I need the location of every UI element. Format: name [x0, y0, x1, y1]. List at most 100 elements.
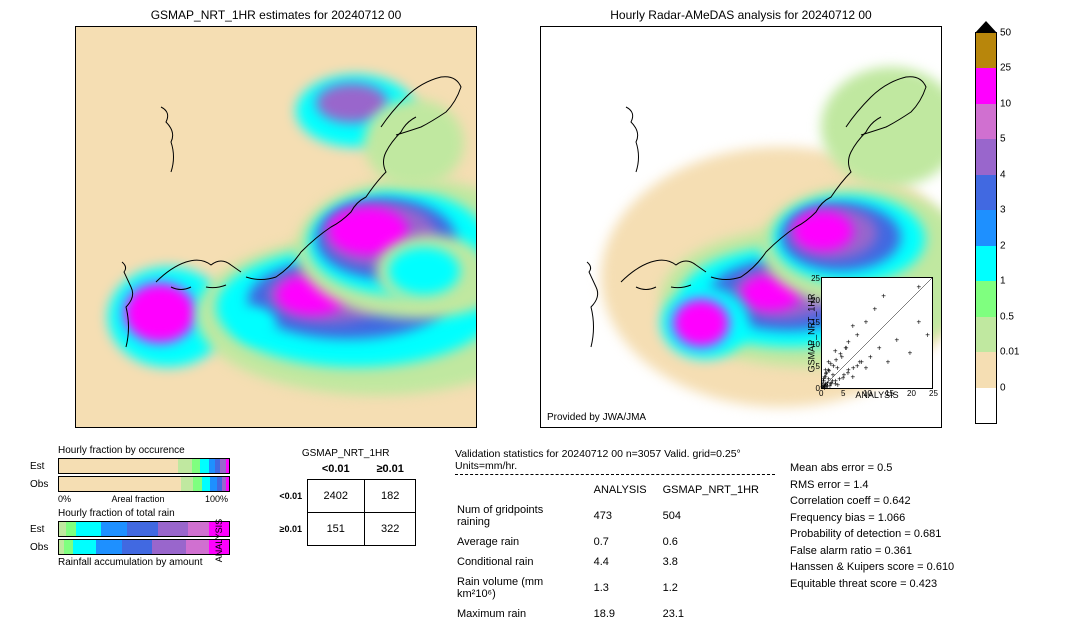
scatter-point: +	[864, 318, 869, 327]
scatter-point: +	[881, 291, 886, 300]
fraction-segment	[96, 540, 122, 554]
scatter-point: +	[846, 369, 851, 378]
fraction-segment	[192, 459, 201, 473]
fraction-segment	[73, 540, 97, 554]
colorbar-segment	[976, 352, 996, 387]
stats-v1: 473	[594, 501, 661, 531]
metrics-panel: Mean abs error = 0.5RMS error = 1.4Corre…	[790, 460, 954, 592]
lon-tick-label: 130°E	[661, 427, 688, 428]
lon-tick-label: 135°E	[262, 427, 289, 428]
occ-obs-row: Obs	[30, 476, 230, 492]
colorbar-segment	[976, 317, 996, 352]
left-map-title: GSMAP_NRT_1HR estimates for 20240712 00	[75, 8, 477, 22]
left-map-container: GSMAP_NRT_1HR estimates for 20240712 00 …	[75, 8, 477, 428]
stats-row: Rain volume (mm km²10⁶)1.31.2	[457, 573, 773, 603]
metric-line: Mean abs error = 0.5	[790, 460, 954, 477]
fraction-segment	[202, 477, 211, 491]
stats-v1: 4.4	[594, 553, 661, 571]
fraction-segment	[64, 540, 73, 554]
rain-obs-row: Obs	[30, 539, 230, 555]
scatter-point: +	[850, 322, 855, 331]
fraction-segment	[200, 459, 209, 473]
stats-v2: 0.6	[663, 533, 773, 551]
lon-tick-label: 140°E	[329, 427, 356, 428]
inset-scatter: ++++++++++++++++++++++++++++++++++++++++…	[821, 277, 933, 389]
occ-est-bar	[58, 458, 230, 474]
fraction-segment	[122, 540, 153, 554]
lon-tick-label: 145°E	[396, 427, 423, 428]
colorbar-label: 0.5	[1000, 311, 1014, 322]
fraction-segment	[226, 477, 229, 491]
inset-ylabel: GSMAP_NRT_1HR	[806, 294, 816, 373]
cont-ge: ≥0.01	[364, 459, 415, 479]
colorbar-label: 5	[1000, 134, 1006, 145]
fraction-segment	[188, 522, 208, 536]
lon-tick-label: 140°E	[794, 427, 821, 428]
metric-line: False alarm ratio = 0.361	[790, 543, 954, 560]
metric-line: Probability of detection = 0.681	[790, 526, 954, 543]
colorbar-label: 50	[1000, 28, 1011, 39]
scatter-point: +	[833, 346, 838, 355]
frac-100: 100%	[205, 494, 228, 504]
rain-subtitle: Rainfall accumulation by amount	[58, 557, 230, 568]
rain-title: Hourly fraction of total rain	[58, 508, 230, 519]
lon-tick-label: 125°E	[594, 427, 621, 428]
colorbar-label: 1	[1000, 276, 1006, 287]
right-map-container: Hourly Radar-AMeDAS analysis for 2024071…	[540, 8, 942, 428]
colorbar-segment	[976, 104, 996, 139]
contingency-table: <0.01 ≥0.01 <0.01 2402 182 ≥0.01 151 322	[275, 459, 416, 546]
colorbar-label: 25	[1000, 63, 1011, 74]
scatter-ytick: 0	[816, 384, 820, 393]
lon-tick-label: 130°E	[196, 427, 223, 428]
scatter-point: +	[877, 344, 882, 353]
scatter-point: +	[851, 363, 856, 372]
scatter-point: +	[857, 358, 862, 367]
cont-lt: <0.01	[307, 459, 364, 479]
lon-tick-label: 125°E	[129, 427, 156, 428]
metric-line: Hanssen & Kuipers score = 0.610	[790, 559, 954, 576]
rain-obs-bar	[58, 539, 230, 555]
metric-line: Frequency bias = 1.066	[790, 510, 954, 527]
occ-title: Hourly fraction by occurence	[58, 445, 230, 456]
stats-v2: 3.8	[663, 553, 773, 571]
scatter-point: +	[908, 348, 913, 357]
colorbar-label: 0.01	[1000, 347, 1019, 358]
frac-xlabel: Areal fraction	[111, 494, 164, 504]
cont-row-product: ANALYSIS	[214, 542, 301, 562]
stats-col2: GSMAP_NRT_1HR	[663, 481, 773, 499]
colorbar-label: 4	[1000, 169, 1006, 180]
stats-label: Num of gridpoints raining	[457, 501, 592, 531]
fraction-segment	[226, 459, 229, 473]
occ-obs-bar	[58, 476, 230, 492]
colorbar-label: 0	[1000, 382, 1006, 393]
fraction-segment	[152, 540, 186, 554]
fraction-segment	[59, 459, 178, 473]
stats-row: Maximum rain18.923.1	[457, 605, 773, 623]
scatter-point: +	[838, 349, 843, 358]
stats-v1: 0.7	[594, 533, 661, 551]
stats-v2: 504	[663, 501, 773, 531]
fraction-segment	[186, 540, 208, 554]
colorbar-segment	[976, 281, 996, 316]
stats-v1: 1.3	[594, 573, 661, 603]
fraction-segment	[178, 459, 192, 473]
stats-row: Average rain0.70.6	[457, 533, 773, 551]
obs-label2: Obs	[30, 542, 58, 553]
cont-col-product: GSMAP_NRT_1HR	[275, 448, 416, 459]
colorbar-label: 3	[1000, 205, 1006, 216]
scatter-ytick: 25	[811, 274, 820, 283]
fraction-segment	[59, 522, 66, 536]
stats-label: Conditional rain	[457, 553, 592, 571]
fraction-segment	[127, 522, 158, 536]
right-map: Provided by JWA/JMA ++++++++++++++++++++…	[540, 26, 942, 428]
scatter-point: +	[868, 353, 873, 362]
rain-est-bar	[58, 521, 230, 537]
stats-row: Num of gridpoints raining473504	[457, 501, 773, 531]
fraction-segment	[158, 522, 189, 536]
provided-by-label: Provided by JWA/JMA	[547, 412, 646, 423]
stats-label: Average rain	[457, 533, 592, 551]
cont-11: 322	[364, 512, 415, 545]
colorbar-segment	[976, 33, 996, 68]
scatter-point: +	[916, 318, 921, 327]
scatter-point: +	[855, 331, 860, 340]
